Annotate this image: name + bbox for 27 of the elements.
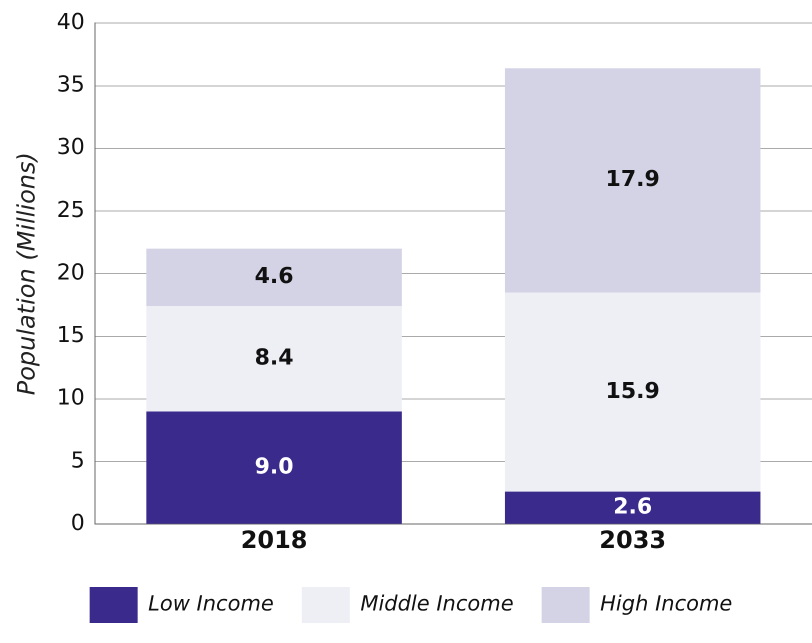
y-tick-label: 35: [56, 72, 85, 98]
bar: [504, 292, 760, 492]
y-tick-label: 5: [70, 448, 85, 474]
legend-label: High Income: [600, 591, 732, 616]
data-label: 8.4: [254, 346, 294, 371]
y-tick-label: 20: [56, 260, 85, 286]
y-tick-label: 10: [56, 386, 85, 411]
y-tick-label: 30: [56, 135, 85, 160]
y-tick-label: 15: [56, 323, 85, 348]
bar: [146, 306, 402, 412]
data-label: 17.9: [606, 167, 660, 192]
x-tick-label: 2018: [240, 526, 308, 554]
y-tick-label: 25: [56, 198, 85, 223]
legend-label: Low Income: [148, 591, 274, 616]
bar: [504, 68, 760, 292]
data-label: 2.6: [613, 494, 652, 520]
data-label: 4.6: [254, 264, 294, 290]
y-tick-label: 40: [56, 10, 85, 35]
bar: [504, 492, 760, 524]
x-tick-label: 2033: [599, 526, 666, 554]
data-label: 9.0: [254, 454, 294, 480]
bar: [146, 248, 402, 306]
bar: [146, 411, 402, 524]
y-tick-label: 0: [70, 510, 85, 536]
legend-label: Middle Income: [360, 591, 514, 616]
y-axis-title: Population (Millions): [12, 152, 41, 396]
data-label: 15.9: [606, 378, 660, 404]
